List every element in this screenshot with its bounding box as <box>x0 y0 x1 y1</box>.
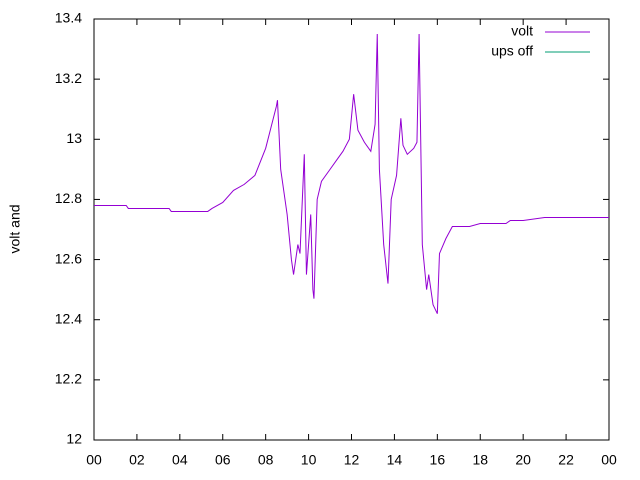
x-tick-label: 22 <box>558 452 574 468</box>
y-tick-label: 13 <box>66 130 82 146</box>
y-tick-label: 12.4 <box>55 310 82 326</box>
x-tick-label: 14 <box>387 452 403 468</box>
x-tick-label: 00 <box>601 452 617 468</box>
y-tick-label: 12.2 <box>55 371 82 387</box>
x-tick-label: 10 <box>301 452 317 468</box>
x-tick-label: 18 <box>472 452 488 468</box>
x-tick-label: 12 <box>344 452 360 468</box>
y-tick-label: 12.8 <box>55 190 82 206</box>
legend-label: volt <box>511 23 533 39</box>
y-tick-label: 13.2 <box>55 70 82 86</box>
plot-frame <box>93 18 610 441</box>
series-line <box>94 34 609 314</box>
y-tick-label: 12.6 <box>55 250 82 266</box>
x-tick-label: 04 <box>172 452 188 468</box>
y-axis-label: volt and <box>7 204 23 253</box>
legend-label: ups off <box>491 43 533 59</box>
x-tick-label: 00 <box>86 452 102 468</box>
x-tick-label: 02 <box>129 452 145 468</box>
y-tick-label: 13.4 <box>55 10 82 26</box>
x-tick-label: 08 <box>258 452 274 468</box>
y-tick-label: 12 <box>66 431 82 447</box>
x-tick-label: 16 <box>430 452 446 468</box>
x-tick-label: 06 <box>215 452 231 468</box>
x-tick-label: 20 <box>515 452 531 468</box>
